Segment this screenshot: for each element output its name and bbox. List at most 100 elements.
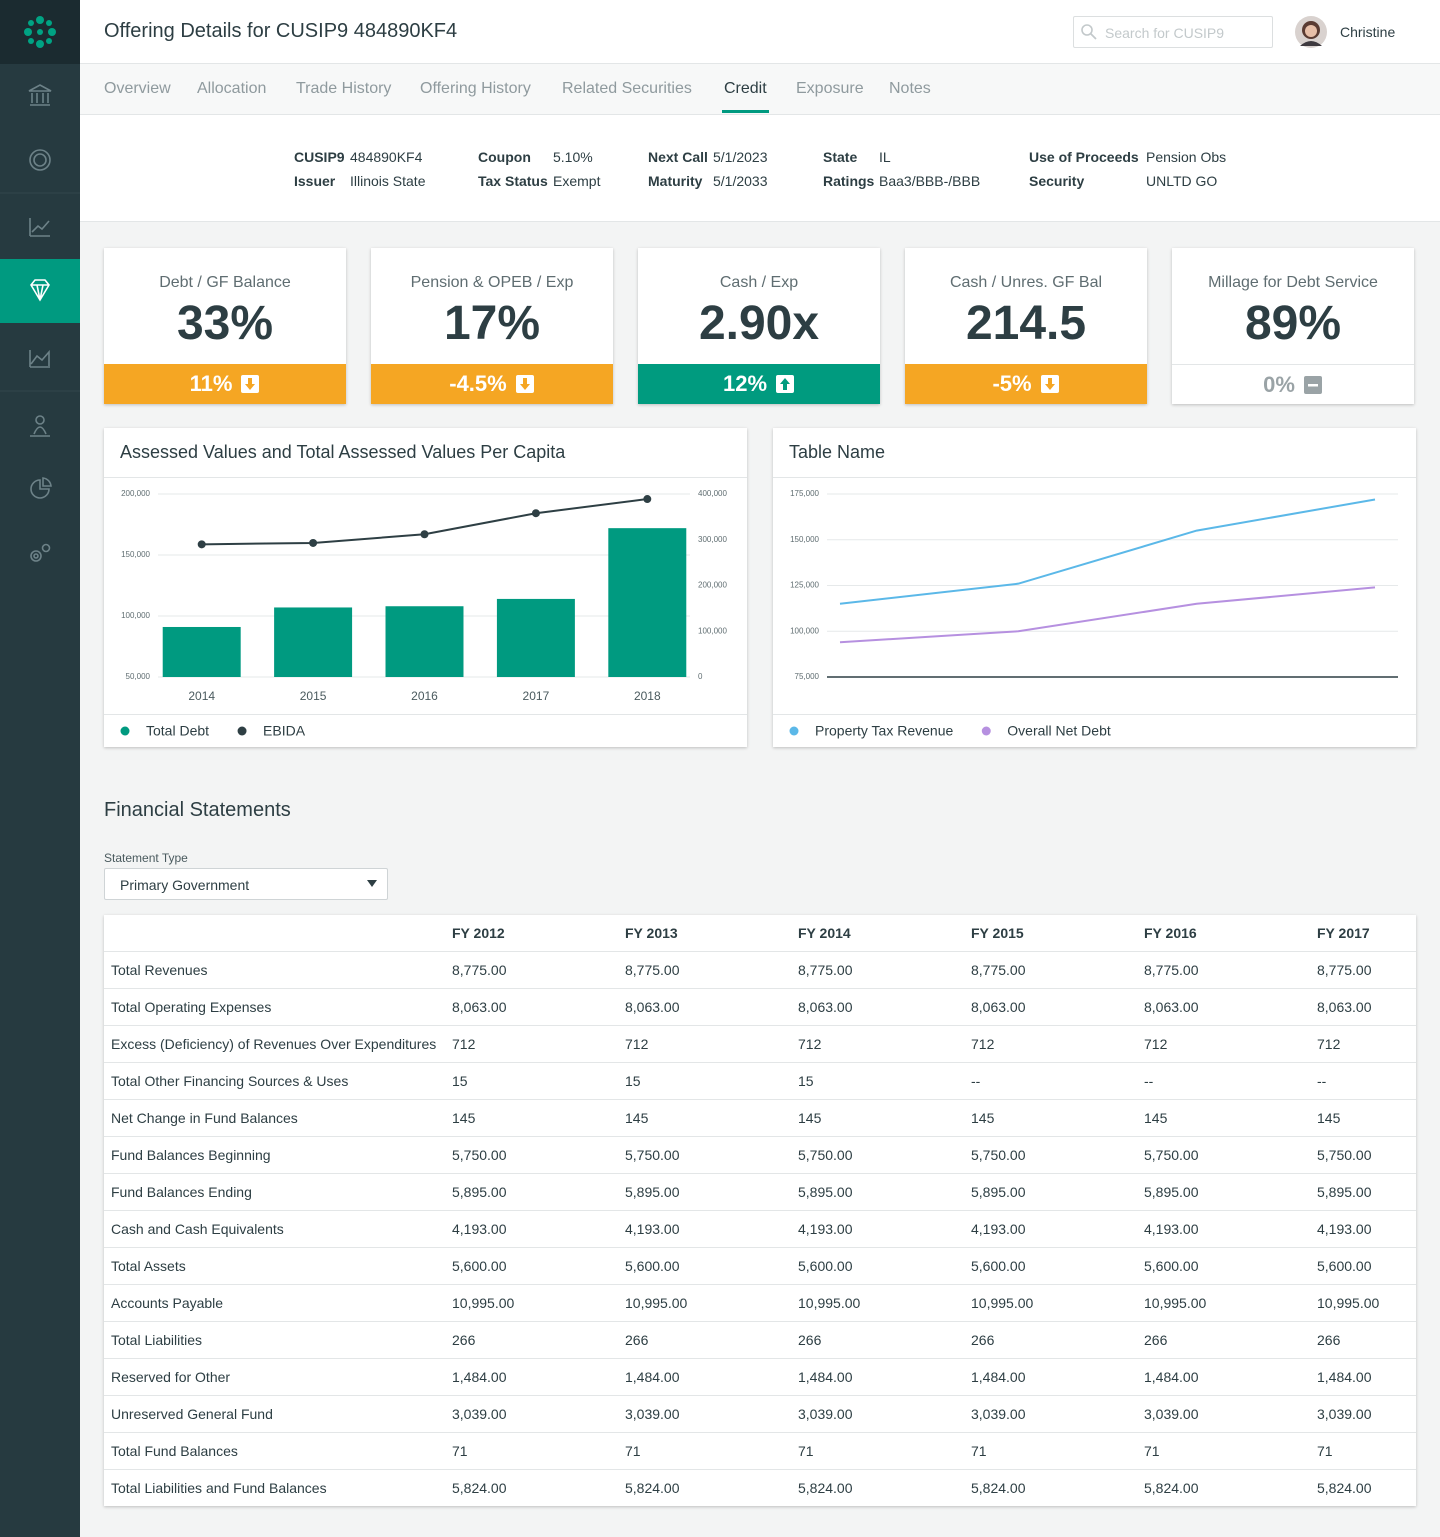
details-panel: CUSIP9 484890KF4 Issuer Illinois State Coupo… (80, 115, 1440, 222)
cell: 10,995.00 (1144, 1295, 1207, 1311)
kpi-change: 11% (104, 364, 346, 404)
line-marker (197, 540, 206, 549)
avatar[interactable] (1295, 16, 1327, 48)
settings-icon[interactable] (30, 543, 51, 562)
detail-label: Maturity (648, 173, 703, 189)
trend-icon[interactable] (29, 218, 50, 237)
line (839, 498, 1376, 605)
cell: 1,484.00 (625, 1369, 680, 1385)
cell: 145 (625, 1110, 649, 1126)
detail-label: State (823, 149, 858, 165)
row-divider (104, 1247, 1416, 1248)
person-icon[interactable] (30, 415, 50, 437)
row-divider (104, 1321, 1416, 1322)
kpi-change: -4.5% (371, 364, 613, 404)
cell: 15 (798, 1073, 814, 1089)
bank-icon[interactable] (28, 84, 52, 106)
kpi-value: 33% (176, 297, 274, 350)
cell: 5,895.00 (1144, 1184, 1199, 1200)
y-tick-label: 75,000 (795, 672, 820, 681)
trend-icon (1303, 375, 1322, 394)
row-label: Total Fund Balances (111, 1443, 238, 1459)
cell: 145 (1317, 1110, 1341, 1126)
y2-tick-label: 400,000 (698, 489, 727, 498)
user-name: Christine (1340, 24, 1396, 40)
tab-bar: Overview Allocation Trade History Offering … (80, 64, 1440, 115)
pie-icon[interactable] (30, 477, 52, 499)
legend-label: Total Debt (146, 723, 209, 739)
tab[interactable]: Related Securities (562, 80, 692, 97)
area-icon[interactable] (29, 349, 50, 368)
kpi-value: 17% (443, 297, 541, 350)
column-header: FY 2012 (452, 925, 505, 941)
tab[interactable]: Offering History (420, 80, 531, 97)
cell: 5,824.00 (1144, 1480, 1199, 1496)
cell: 15 (452, 1073, 468, 1089)
cell: 5,750.00 (798, 1147, 853, 1163)
cell: 8,775.00 (1144, 962, 1199, 978)
tab[interactable]: Exposure (796, 80, 864, 97)
legend-label: EBIDA (263, 723, 306, 739)
cell: 5,600.00 (971, 1258, 1026, 1274)
y-tick-label: 175,000 (790, 489, 819, 498)
arrow-up (780, 378, 791, 390)
row-label: Unreserved General Fund (111, 1406, 273, 1422)
tab[interactable]: Credit (724, 80, 767, 97)
kpi-card: Cash / Exp 2.90x 12% (638, 248, 880, 404)
filter-label: Statement Type (104, 851, 188, 865)
cell: 3,039.00 (971, 1406, 1026, 1422)
logo[interactable] (24, 16, 56, 48)
cell: 71 (625, 1443, 641, 1459)
cell: 10,995.00 (798, 1295, 861, 1311)
detail-label: Use of Proceeds (1029, 149, 1139, 165)
cell: 5,600.00 (1144, 1258, 1199, 1274)
cell: 4,193.00 (625, 1221, 680, 1237)
tab[interactable]: Notes (889, 80, 931, 97)
cell: 712 (1317, 1036, 1341, 1052)
cell: 1,484.00 (452, 1369, 507, 1385)
cell: 145 (798, 1110, 822, 1126)
dropdown[interactable]: Primary Government (104, 868, 388, 900)
active-nav[interactable] (0, 259, 80, 323)
search-box[interactable]: Search for CUSIP9 (1073, 16, 1273, 48)
cell: 712 (971, 1036, 995, 1052)
chart: Assessed Values and Total Assessed Value… (104, 442, 747, 739)
detail-value: Exempt (553, 173, 601, 189)
cell: -- (971, 1073, 981, 1089)
cell: 145 (452, 1110, 476, 1126)
tab[interactable]: Overview (104, 80, 171, 97)
kpi-change-value: -4.5% (449, 371, 507, 396)
cell: 4,193.00 (452, 1221, 507, 1237)
chart-card: Table Name 75,000 100,000 125,000 150,000 175… (773, 428, 1416, 747)
row-label: Total Liabilities (111, 1332, 203, 1348)
kpi-change-value: 0% (1263, 371, 1295, 397)
cell: 5,895.00 (971, 1184, 1026, 1200)
detail-label: Ratings (823, 173, 875, 189)
y2-tick-label: 0 (698, 672, 703, 681)
page-title: Offering Details for CUSIP9 484890KF4 (104, 20, 458, 42)
cell: 71 (798, 1443, 814, 1459)
row-label: Cash and Cash Equivalents (111, 1221, 284, 1237)
row-divider (104, 1358, 1416, 1359)
tab[interactable]: Allocation (197, 80, 267, 97)
cell: 5,895.00 (625, 1184, 680, 1200)
bar (274, 607, 353, 677)
tab[interactable]: Trade History (296, 80, 392, 97)
y-tick-label: 100,000 (790, 626, 819, 635)
cell: 266 (798, 1332, 822, 1348)
legend-swatch (981, 726, 991, 736)
row-label: Reserved for Other (111, 1369, 231, 1385)
trend-icon (515, 375, 534, 393)
detail-value: 5/1/2033 (713, 173, 768, 189)
cell: 8,063.00 (452, 999, 507, 1015)
cell: 8,775.00 (452, 962, 507, 978)
column-header: FY 2013 (625, 925, 678, 941)
badge-icon[interactable] (29, 149, 51, 171)
section-title: Financial Statements (104, 799, 291, 821)
cell: 5,750.00 (1144, 1147, 1199, 1163)
sidebar-icons (0, 0, 80, 562)
row-divider (104, 1062, 1416, 1063)
cell: 5,824.00 (1317, 1480, 1372, 1496)
kpi-card: Cash / Unres. GF Bal 214.5 -5% (905, 248, 1147, 404)
cell: 3,039.00 (452, 1406, 507, 1422)
